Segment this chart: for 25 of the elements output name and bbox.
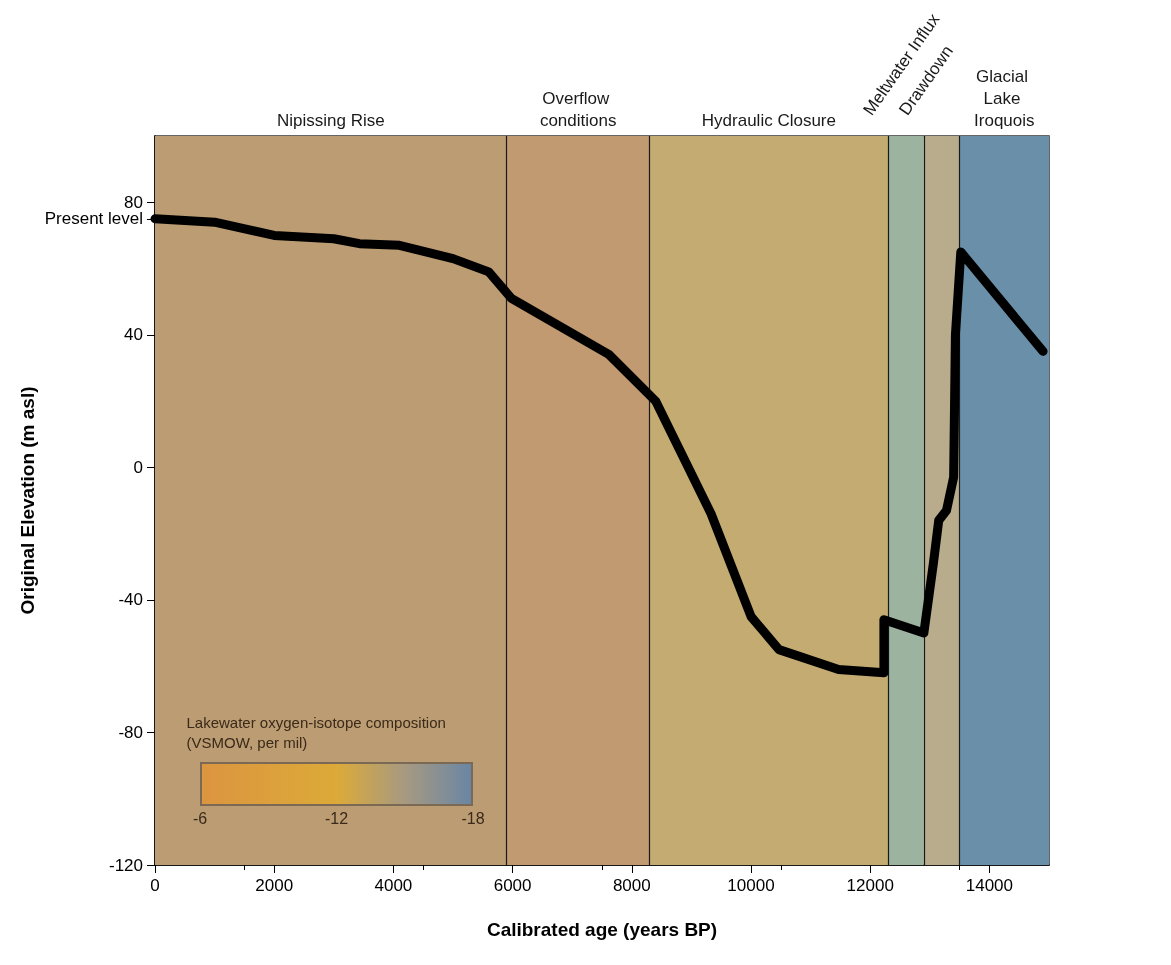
y-tick-label: Present level (44, 209, 143, 229)
y-tick-label: 0 (133, 457, 143, 477)
annotation: -12 (324, 809, 349, 827)
x-tick-label: 14000 (965, 876, 1014, 895)
y-tick-label: -40 (118, 590, 143, 610)
x-tick-label: 10000 (727, 876, 775, 895)
x-tick-label: 4000 (374, 876, 413, 895)
y-tick-label: -120 (108, 855, 143, 875)
y-tick-label: 40 (124, 325, 143, 345)
band-label: Hydraulic Closure (701, 110, 836, 130)
annotation: -18 (461, 809, 485, 827)
x-tick-label: 6000 (493, 876, 532, 895)
x-tick-label: 2000 (255, 876, 294, 895)
x-tick-label: 0 (150, 876, 160, 895)
y-axis-title: Original Elevation (m asl) (17, 386, 38, 615)
band-label: Nipissing Rise (276, 110, 385, 130)
x-tick-label: 12000 (846, 876, 894, 895)
y-tick-label: -80 (118, 722, 143, 742)
annotation: -6 (192, 809, 208, 827)
y-tick-label: 80 (124, 192, 143, 212)
x-axis-title: Calibrated age (years BP) (486, 919, 718, 940)
color-bar-title: Lakewater oxygen-isotope composition (VSMOW, per mil) (186, 713, 446, 751)
x-tick-label: 8000 (612, 876, 651, 895)
band-label: Glacial Lake Iroquois (974, 66, 1035, 130)
band-label: Overflow conditions (539, 88, 617, 130)
